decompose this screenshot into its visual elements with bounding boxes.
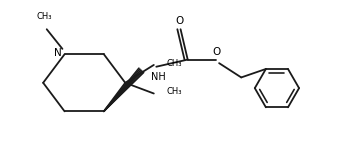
Text: N: N xyxy=(54,48,62,58)
Text: CH₃: CH₃ xyxy=(166,59,182,68)
Text: CH₃: CH₃ xyxy=(36,12,52,21)
Text: O: O xyxy=(212,47,221,57)
Text: NH: NH xyxy=(151,72,166,82)
Text: CH₃: CH₃ xyxy=(166,87,182,96)
Text: O: O xyxy=(175,16,183,26)
